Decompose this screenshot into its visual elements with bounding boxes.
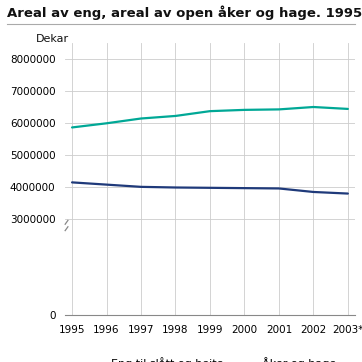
- Legend: Eng til slått og beite, Åker og hage: Eng til slått og beite, Åker og hage: [79, 353, 341, 362]
- Text: Dekar: Dekar: [36, 34, 70, 45]
- Text: Areal av eng, areal av open åker og hage. 1995-2003*. Dekar: Areal av eng, areal av open åker og hage…: [7, 5, 362, 20]
